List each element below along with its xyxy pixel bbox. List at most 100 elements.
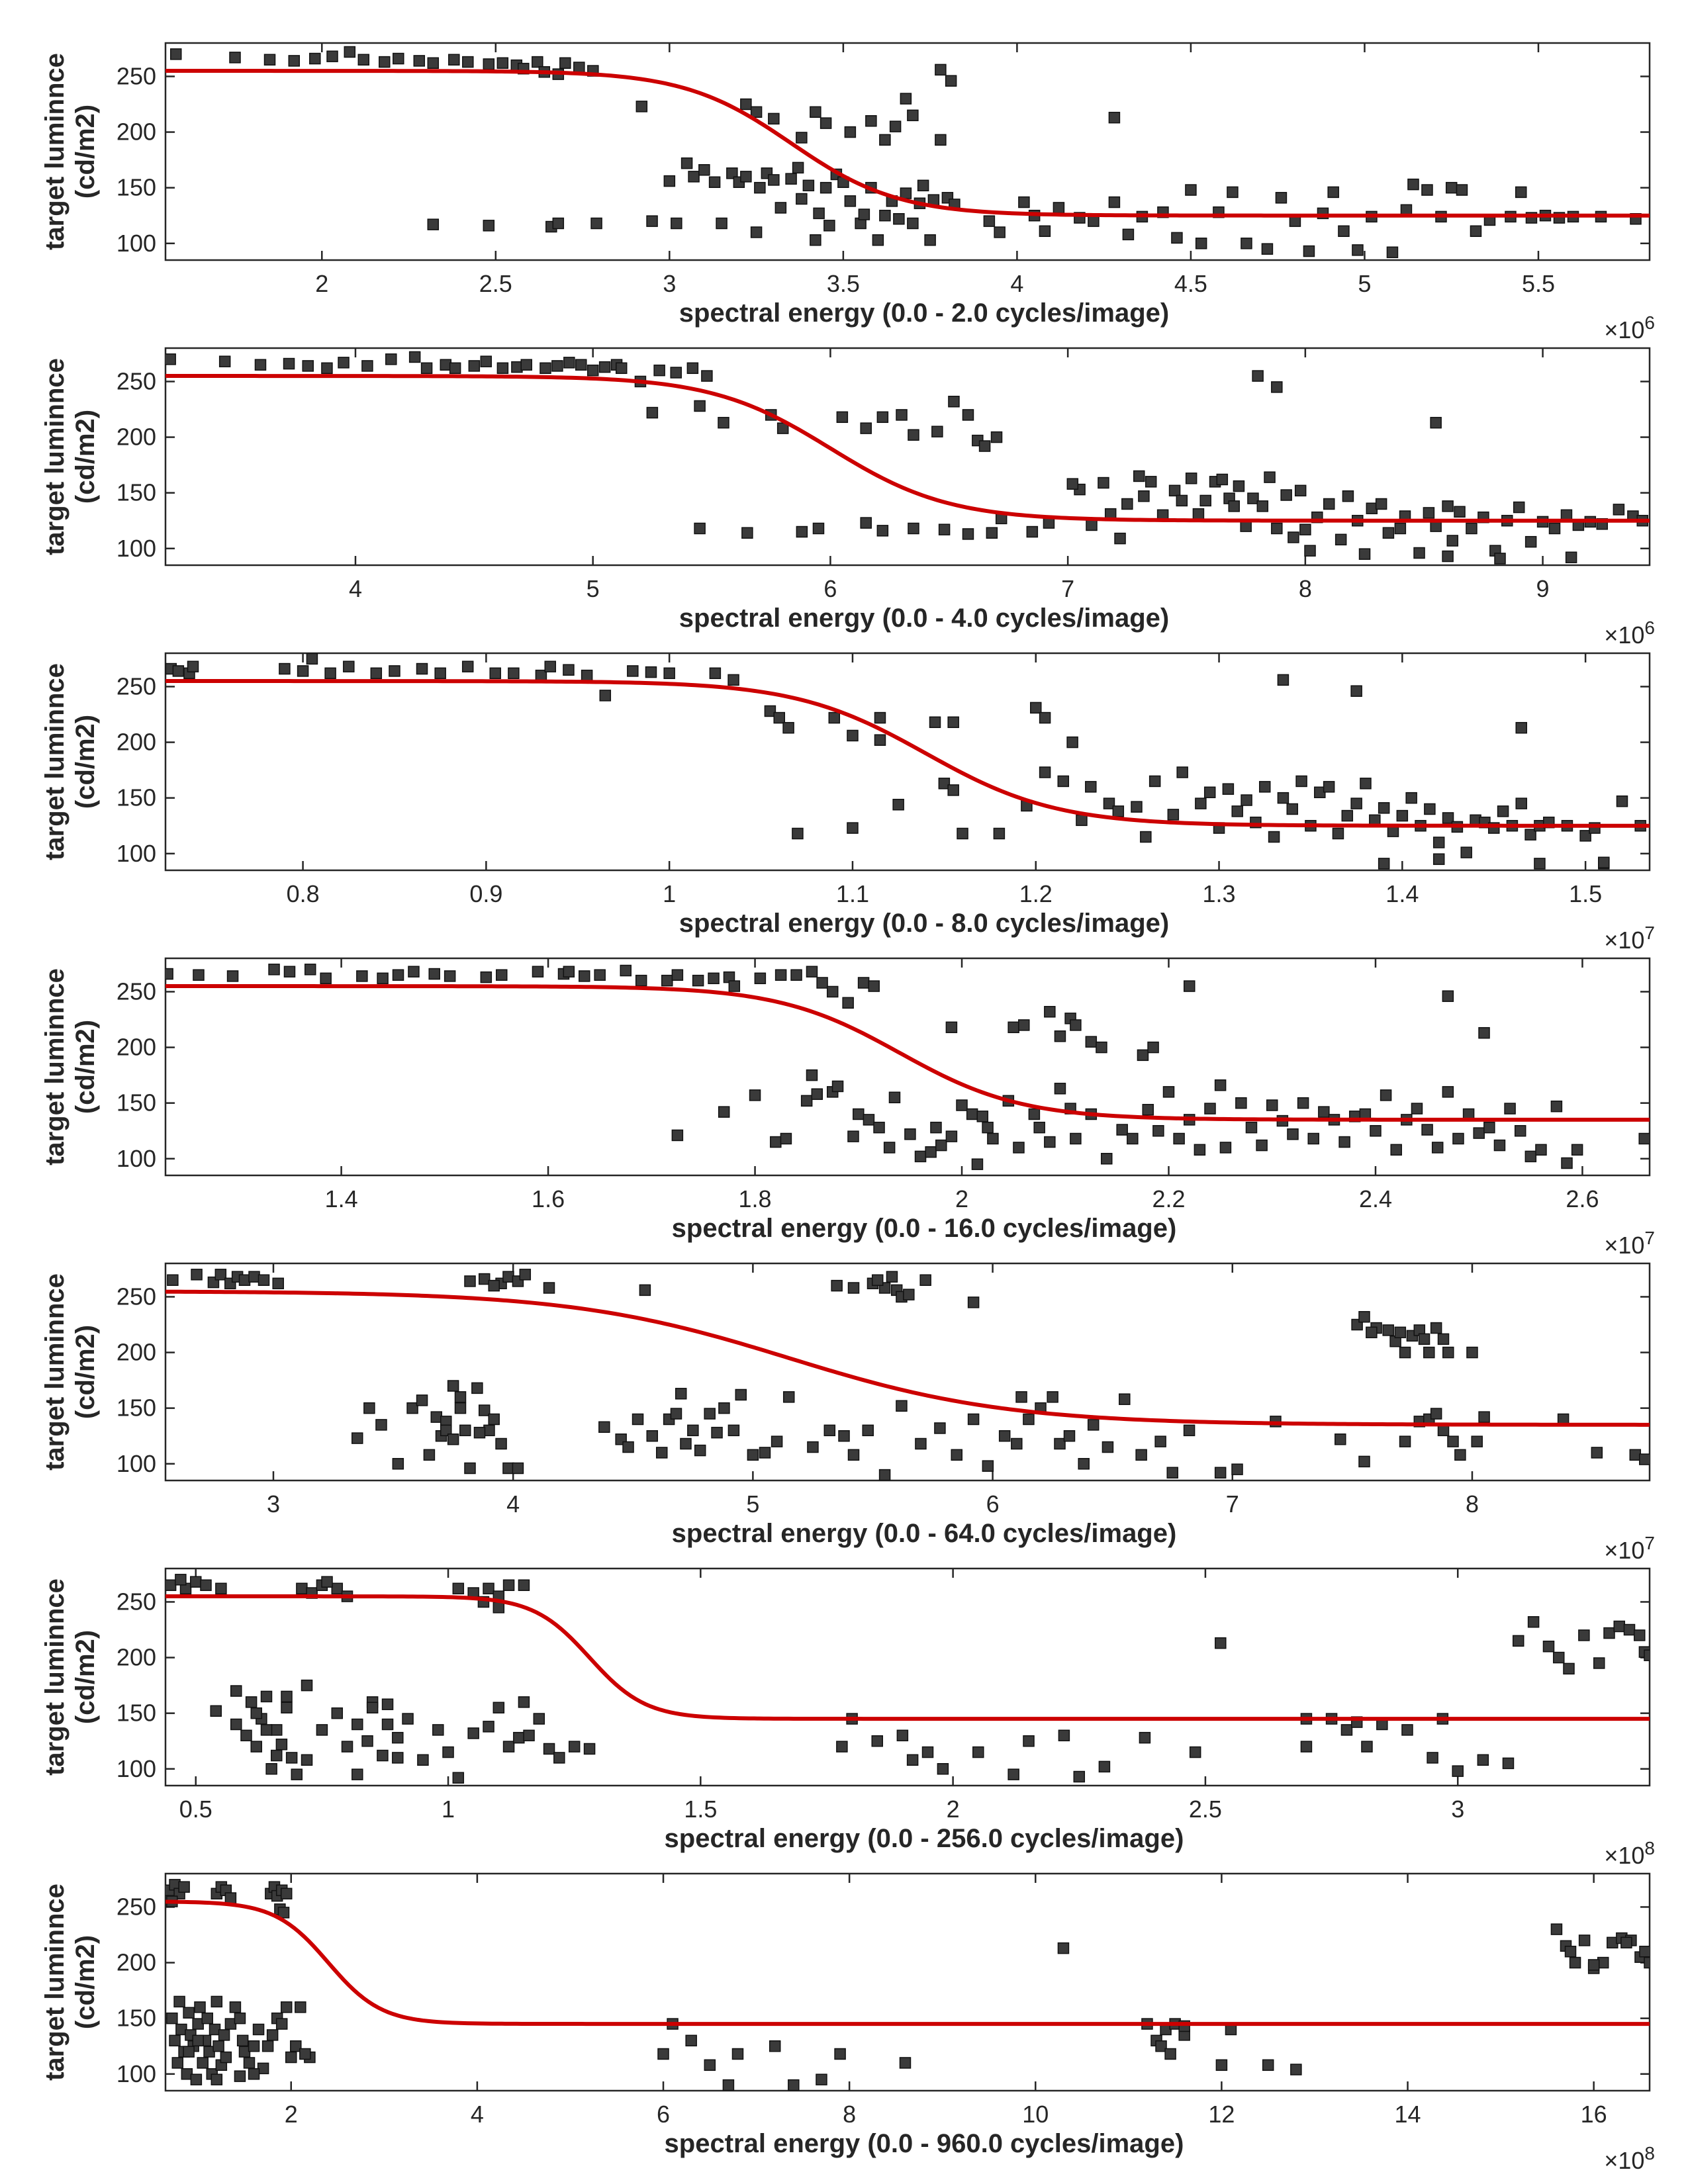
data-point	[523, 1729, 535, 1742]
data-point	[1261, 243, 1274, 255]
data-point	[836, 1741, 848, 1752]
data-point	[1277, 674, 1289, 686]
data-point	[896, 1400, 908, 1412]
data-point	[971, 1158, 984, 1170]
data-point	[215, 1582, 227, 1595]
data-point	[718, 1106, 730, 1118]
data-point	[876, 525, 889, 537]
data-point	[234, 2012, 246, 2025]
data-point	[250, 1707, 263, 1719]
data-point	[1154, 1435, 1166, 1447]
data-point	[774, 202, 787, 214]
data-point	[1527, 1615, 1540, 1628]
y-tick-label: 150	[117, 784, 156, 811]
data-point	[1290, 2064, 1302, 2075]
data-point	[764, 705, 776, 717]
data-point	[1639, 1453, 1650, 1465]
data-point	[646, 215, 658, 227]
data-point	[296, 1582, 308, 1595]
data-point	[480, 971, 492, 983]
data-point	[1256, 1139, 1268, 1152]
x-tick-label: 4	[471, 2101, 484, 2128]
data-point	[1112, 805, 1125, 817]
data-point	[1070, 1019, 1082, 1031]
x-tick-label: 3	[663, 270, 676, 297]
data-point	[694, 1444, 706, 1457]
data-point	[191, 1269, 203, 1281]
data-point	[1073, 1770, 1086, 1783]
data-point	[820, 181, 832, 194]
data-point	[1504, 1103, 1516, 1115]
data-point	[218, 2029, 230, 2041]
data-point	[448, 54, 460, 66]
data-point	[201, 2012, 214, 2025]
fit-curve	[165, 374, 1650, 523]
data-point	[344, 46, 356, 58]
data-point	[750, 226, 763, 238]
data-point	[220, 2051, 232, 2064]
data-point	[461, 660, 474, 672]
x-axis-label: spectral energy (0.0 - 2.0 cycles/image)	[679, 298, 1169, 328]
data-point	[872, 234, 884, 246]
data-point	[972, 1746, 984, 1758]
data-point	[1644, 1649, 1650, 1661]
x-exponent-label: ×106	[1604, 617, 1655, 649]
data-point	[229, 52, 241, 64]
axes-box	[164, 652, 1651, 872]
data-point	[492, 1702, 505, 1714]
y-axis-label: (cd/m2)	[71, 715, 100, 809]
data-point	[694, 400, 706, 412]
x-tick-label: 1.6	[532, 1185, 565, 1212]
data-point	[1399, 1346, 1411, 1359]
data-point	[1340, 1724, 1353, 1736]
data-point	[620, 964, 632, 977]
data-point	[671, 969, 684, 981]
x-tick-label: 1.4	[325, 1185, 358, 1212]
data-point	[873, 1121, 885, 1134]
data-point	[381, 1718, 394, 1731]
data-point	[575, 359, 587, 371]
data-point	[1216, 473, 1229, 486]
data-point	[1231, 1463, 1243, 1475]
data-point	[1044, 1005, 1056, 1018]
data-point	[1323, 498, 1335, 510]
data-point	[1394, 1326, 1407, 1339]
x-tick-label: 6	[823, 575, 837, 602]
data-point	[1026, 525, 1039, 538]
data-point	[810, 234, 821, 246]
data-point	[1103, 797, 1115, 809]
fit-curve	[165, 1594, 1650, 1721]
data-point	[1598, 856, 1610, 868]
data-point	[768, 113, 780, 125]
y-tick-label: 250	[117, 1893, 156, 1920]
data-point	[200, 1579, 212, 1591]
data-point	[1294, 484, 1307, 497]
data-point	[802, 179, 815, 192]
data-point	[780, 1132, 792, 1145]
panel-2: 4 5 6 7 8 9 100 150 200 250 spectral energy (0.0 -…	[40, 347, 1655, 649]
y-axis-label: (cd/m2)	[71, 1325, 100, 1419]
data-point	[967, 1297, 980, 1308]
data-point	[532, 56, 543, 68]
data-point	[193, 969, 205, 981]
data-point	[655, 1447, 668, 1459]
y-axis-label: target luminnce	[40, 663, 70, 860]
data-point	[645, 666, 657, 678]
data-point	[1222, 783, 1235, 795]
data-point	[1431, 1142, 1444, 1154]
data-point	[1295, 775, 1307, 788]
data-point	[434, 667, 446, 680]
y-tick-label: 250	[117, 62, 156, 89]
data-point	[420, 362, 433, 375]
data-point	[502, 1579, 515, 1591]
x-tick-label: 2.2	[1152, 1185, 1185, 1212]
data-point	[990, 431, 1003, 443]
data-point	[321, 1576, 333, 1588]
data-point	[1452, 1132, 1464, 1145]
data-point	[543, 1743, 555, 1755]
data-point	[807, 1441, 819, 1453]
data-point	[563, 664, 575, 676]
data-point	[352, 1432, 363, 1444]
data-point	[440, 1424, 452, 1437]
data-point	[1008, 1768, 1019, 1780]
